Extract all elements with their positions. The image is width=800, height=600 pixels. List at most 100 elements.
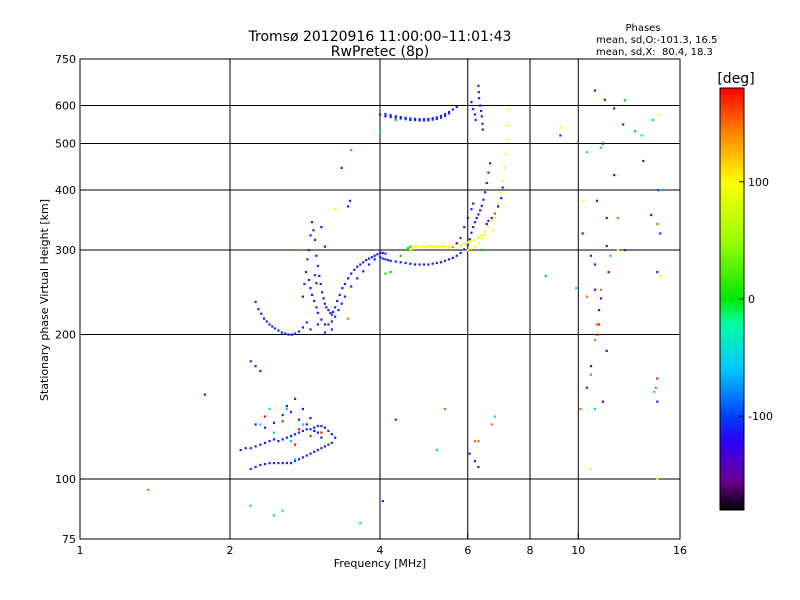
data-point: [327, 323, 330, 326]
data-point: [203, 393, 206, 396]
data-point: [313, 299, 316, 303]
data-point: [603, 98, 606, 101]
data-point: [504, 153, 507, 156]
y-tick-label: 600: [55, 100, 76, 113]
data-point: [463, 248, 466, 251]
data-point: [312, 229, 315, 232]
data-point: [301, 295, 305, 298]
data-point: [597, 308, 601, 312]
data-point: [249, 504, 252, 507]
data-point: [254, 465, 257, 469]
data-point: [265, 320, 268, 323]
data-point: [485, 222, 488, 226]
data-point: [585, 295, 588, 298]
data-point: [472, 226, 475, 229]
data-point: [313, 450, 316, 453]
data-point: [272, 438, 276, 441]
data-point: [268, 461, 271, 465]
data-point: [506, 124, 509, 127]
data-point: [362, 261, 365, 264]
y-tick-label: 400: [55, 184, 76, 197]
data-point: [293, 332, 297, 335]
data-point: [373, 258, 376, 261]
data-point: [657, 189, 660, 192]
data-point: [277, 440, 280, 443]
data-point: [318, 274, 321, 278]
data-point: [484, 233, 487, 236]
data-point: [473, 113, 477, 116]
data-point: [323, 331, 327, 334]
data-point: [263, 441, 267, 444]
data-point: [593, 288, 597, 291]
data-point: [613, 173, 616, 177]
data-point: [474, 118, 477, 122]
data-point: [443, 407, 447, 411]
x-tick-label: 1: [77, 544, 84, 557]
data-point: [320, 436, 323, 439]
data-point: [316, 311, 319, 314]
data-point: [479, 209, 482, 212]
data-point: [304, 270, 308, 274]
data-point: [579, 407, 582, 411]
data-point: [281, 413, 284, 417]
data-point: [365, 258, 368, 262]
data-point: [503, 166, 506, 170]
data-point: [480, 236, 483, 240]
data-point: [490, 216, 493, 220]
data-point: [399, 254, 402, 257]
data-point: [477, 242, 480, 245]
data-point: [656, 270, 659, 274]
data-point: [297, 418, 301, 421]
data-point: [409, 262, 412, 265]
data-point: [477, 236, 480, 240]
data-point: [431, 117, 434, 120]
data-point: [455, 105, 458, 109]
data-point: [595, 323, 599, 326]
data-point: [439, 245, 443, 248]
data-point: [389, 115, 392, 119]
data-point: [422, 119, 426, 122]
data-point: [316, 323, 319, 326]
data-point: [490, 219, 493, 222]
data-point: [394, 116, 397, 119]
data-point: [257, 308, 260, 311]
data-point: [384, 272, 387, 275]
data-point: [472, 202, 475, 205]
data-point: [323, 445, 327, 448]
data-point: [425, 246, 428, 249]
data-point: [599, 297, 603, 300]
data-point: [466, 249, 469, 252]
data-point: [443, 114, 447, 118]
data-point: [484, 230, 487, 233]
x-tick-label: 6: [464, 544, 471, 557]
data-point: [323, 302, 327, 305]
data-point: [559, 126, 562, 129]
data-point: [485, 181, 488, 185]
data-point: [411, 247, 414, 250]
data-point: [480, 204, 483, 207]
data-point: [322, 297, 325, 300]
data-point: [496, 205, 500, 208]
data-point: [429, 244, 432, 248]
data-point: [297, 330, 301, 333]
data-point: [659, 274, 662, 278]
data-point: [487, 225, 490, 228]
data-point: [309, 434, 312, 438]
data-point: [659, 189, 662, 192]
data-point: [481, 128, 484, 131]
data-point: [480, 249, 483, 252]
data-point: [338, 293, 341, 296]
data-point: [427, 117, 430, 120]
data-point: [325, 306, 328, 309]
data-point: [589, 364, 593, 368]
data-point: [356, 277, 359, 280]
data-point: [501, 179, 504, 183]
data-point: [297, 249, 301, 252]
data-point: [622, 123, 625, 126]
data-point: [479, 104, 482, 107]
data-point: [492, 229, 495, 232]
data-point: [656, 222, 659, 226]
data-point: [289, 440, 293, 443]
data-point: [329, 311, 332, 314]
data-point: [451, 244, 455, 248]
